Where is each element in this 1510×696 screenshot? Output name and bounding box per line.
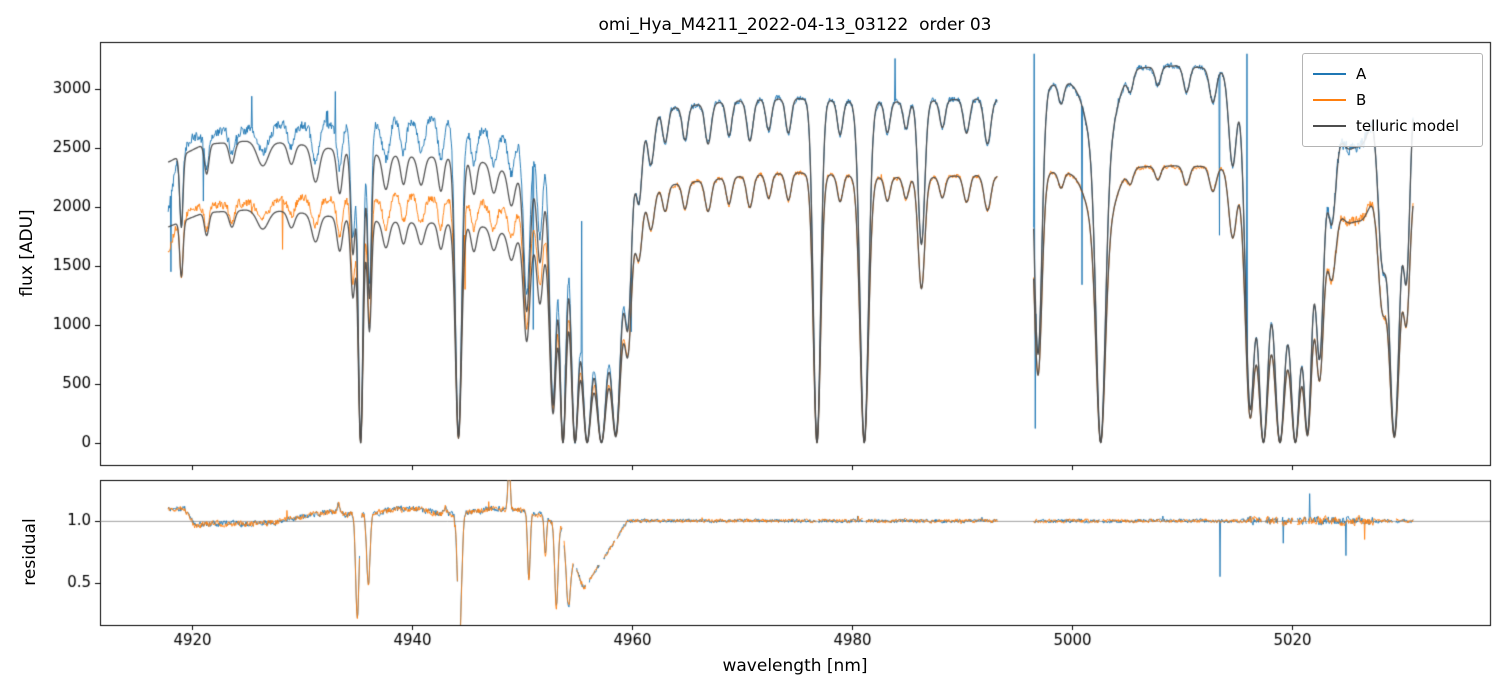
plot-title: omi_Hya_M4211_2022-04-13_03122 order 03 — [598, 15, 992, 35]
residual-axis-label: residual — [20, 518, 40, 586]
legend: A B telluric model — [1302, 53, 1483, 147]
legend-label-telluric: telluric model — [1356, 117, 1460, 135]
legend-label-a: A — [1356, 65, 1367, 83]
legend-item-b: B — [1313, 87, 1472, 113]
legend-line-sample-a — [1313, 73, 1346, 75]
legend-item-a: A — [1313, 61, 1472, 87]
legend-label-b: B — [1356, 91, 1367, 109]
flux-axis-label: flux [ADU] — [17, 209, 37, 297]
wavelength-axis-label: wavelength [nm] — [722, 656, 868, 676]
legend-line-sample-telluric — [1313, 125, 1346, 127]
legend-item-telluric: telluric model — [1313, 113, 1472, 139]
legend-line-sample-b — [1313, 99, 1346, 101]
